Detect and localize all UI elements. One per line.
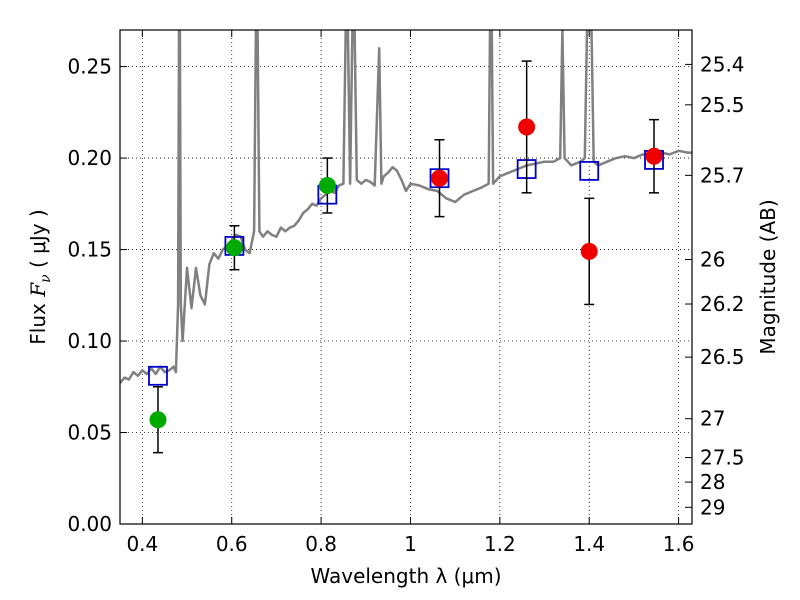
right-tick-label: 25.5: [700, 93, 745, 117]
x-tick-label: 0.8: [305, 532, 337, 556]
right-tick-label: 26.2: [700, 292, 745, 316]
y-tick-label: 0.00: [67, 512, 112, 536]
observed-photometry-point: [431, 169, 449, 187]
right-tick-label: 25.4: [700, 52, 745, 76]
x-tick-label: 1: [404, 532, 417, 556]
x-tick-label: 1.6: [663, 532, 695, 556]
observed-photometry-point: [225, 239, 243, 257]
right-tick-label: 26.5: [700, 345, 745, 369]
y-axis-title-prefix: Flux: [26, 297, 50, 345]
right-tick-label: 25.7: [700, 163, 745, 187]
model-photometry-square: [148, 365, 168, 386]
y-tick-label: 0.15: [67, 238, 112, 262]
x-tick-label: 1.4: [573, 532, 605, 556]
right-tick-label: 27: [700, 407, 725, 431]
observed-photometry-point: [518, 118, 536, 136]
y-tick-label: 0.25: [67, 55, 112, 79]
y-tick-label: 0.20: [67, 146, 112, 170]
x-tick-label: 0.4: [126, 532, 158, 556]
observed-photometry-point: [318, 177, 336, 195]
y-axis-title: Flux Fν ( μJy ): [26, 209, 54, 344]
right-tick-label: 29: [700, 495, 725, 519]
y-axis-title-subscript: ν: [38, 274, 54, 283]
x-axis-title: Wavelength λ (μm): [310, 564, 501, 588]
grid: [120, 30, 692, 525]
plot-area: [120, 30, 692, 454]
right-tick-label: 26: [700, 248, 725, 272]
y-tick-label: 0.05: [67, 421, 112, 445]
observed-photometry-point: [149, 411, 167, 429]
axes: 0.4 0.6 0.8 1 1.2 1.4 1.6 0.00 0.05 0.10 0.15 0.20 0…: [67, 29, 745, 556]
right-tick-label: 27.5: [700, 446, 745, 470]
spectrum-line: [120, 30, 692, 384]
y-axis-title-symbol: F: [26, 282, 50, 298]
x-tick-label: 1.2: [484, 532, 516, 556]
x-tick-label: 0.6: [216, 532, 248, 556]
y-tick-label: 0.10: [67, 329, 112, 353]
observed-photometry-point: [645, 147, 663, 165]
y-axis-title-units: ( μJy ): [26, 209, 50, 274]
observed-photometry-point: [580, 242, 598, 260]
right-tick-label: 28: [700, 470, 725, 494]
plot-frame: [119, 29, 693, 525]
model-photometry-square: [579, 160, 600, 181]
right-axis-title: Magnitude (AB): [756, 199, 780, 354]
